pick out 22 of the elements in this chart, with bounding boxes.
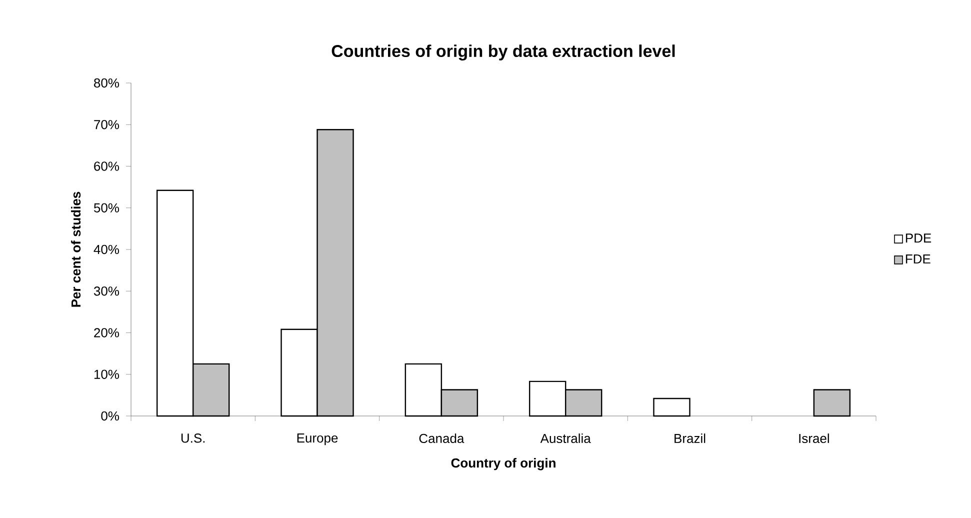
y-tick-label: 50% [94, 203, 120, 212]
x-axis-title: Country of origin [451, 458, 556, 470]
x-tick-label: Israel [799, 434, 829, 444]
bar [813, 389, 851, 417]
y-tick-label: 60% [94, 162, 120, 171]
y-tick-label: 40% [94, 244, 120, 254]
chart-title: Countries of origin by data extraction level [332, 44, 675, 60]
y-tick-label: 10% [94, 370, 120, 379]
y-tick-label: 70% [94, 120, 120, 130]
y-tick-label: 0% [101, 411, 120, 421]
legend-label: PDE [906, 234, 932, 243]
legend-label: FDE [906, 254, 930, 264]
y-tick-label: 80% [94, 78, 120, 88]
y-axis-title: Per cent of studies [71, 192, 81, 307]
x-tick-label: Brazil [674, 434, 706, 444]
y-tick-label: 20% [94, 328, 120, 338]
bar [653, 398, 690, 417]
x-tick-label: Canada [419, 434, 464, 444]
x-tick-label: Australia [540, 434, 591, 444]
x-tick-label: Europe [297, 434, 338, 446]
x-tick-label: U.S. [181, 434, 205, 443]
y-tick-label: 30% [94, 286, 120, 296]
